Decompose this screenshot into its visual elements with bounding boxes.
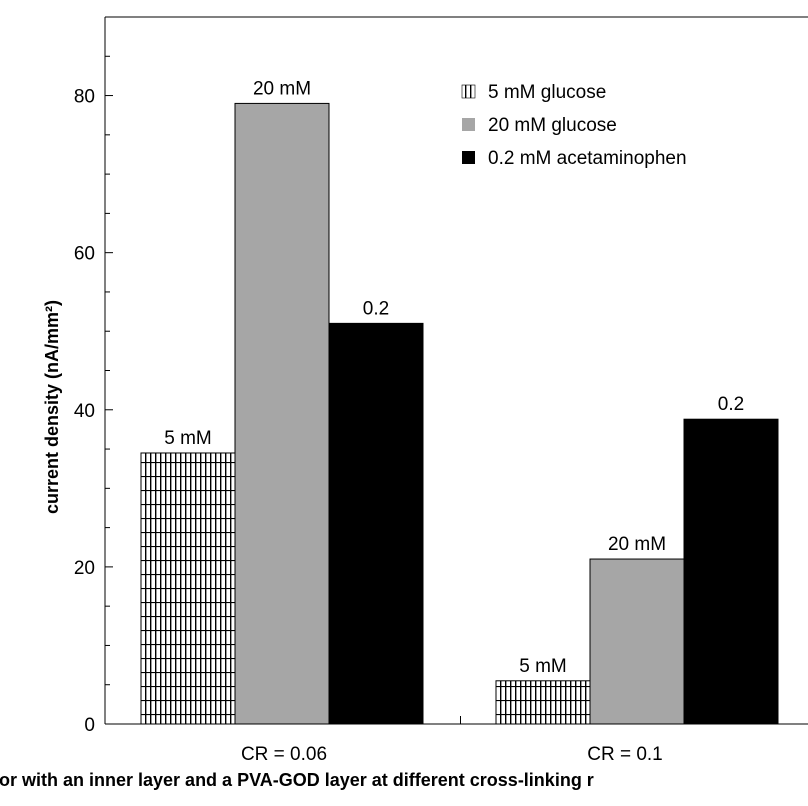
bar-data-label: 0.2: [363, 298, 389, 319]
bar-data-label: 0.2: [718, 394, 744, 415]
y-tick-label: 0: [84, 715, 95, 736]
y-tick-label: 60: [74, 244, 95, 265]
legend-entry-label: 0.2 mM acetaminophen: [488, 148, 687, 169]
bar-data-label: 5 mM: [164, 428, 212, 449]
bar: [589, 558, 685, 725]
axes: 0 20 40 60 80 CR = 0.06 CR = 0.1: [74, 16, 808, 765]
figure-caption: nsor with an inner layer and a PVA-GOD l…: [0, 770, 808, 806]
bar-chart: 0 20 40 60 80 CR = 0.06 CR = 0.1 5 mM 5 mM 20 mM…: [42, 16, 808, 765]
bar: [328, 322, 424, 725]
bar: [495, 680, 591, 725]
legend: 5 mM glucose 20 mM glucose 0.2 mM acetamin…: [461, 82, 687, 169]
bar: [234, 102, 330, 725]
x-tick-label: CR = 0.1: [587, 744, 663, 765]
y-axis-label: current density (nA/mm²): [42, 300, 62, 514]
legend-swatch: [461, 84, 476, 99]
x-tick-label: CR = 0.06: [241, 744, 327, 765]
bar: [683, 418, 779, 725]
bar-data-label: 20 mM: [608, 534, 666, 555]
legend-swatch: [462, 151, 475, 164]
legend-entry-label: 20 mM glucose: [488, 115, 617, 136]
bar: [140, 452, 236, 725]
y-tick-label: 20: [74, 558, 95, 579]
bars: 5 mM 5 mM 20 mM 20 mM 0.2 0.2: [140, 78, 779, 725]
legend-swatch: [462, 118, 475, 131]
legend-entry-label: 5 mM glucose: [488, 82, 606, 103]
bar-data-label: 5 mM: [519, 656, 567, 677]
bar-data-label: 20 mM: [253, 78, 311, 99]
y-tick-label: 80: [74, 87, 95, 108]
caption-text: nsor with an inner layer and a PVA-GOD l…: [0, 770, 594, 790]
y-tick-label: 40: [74, 401, 95, 422]
